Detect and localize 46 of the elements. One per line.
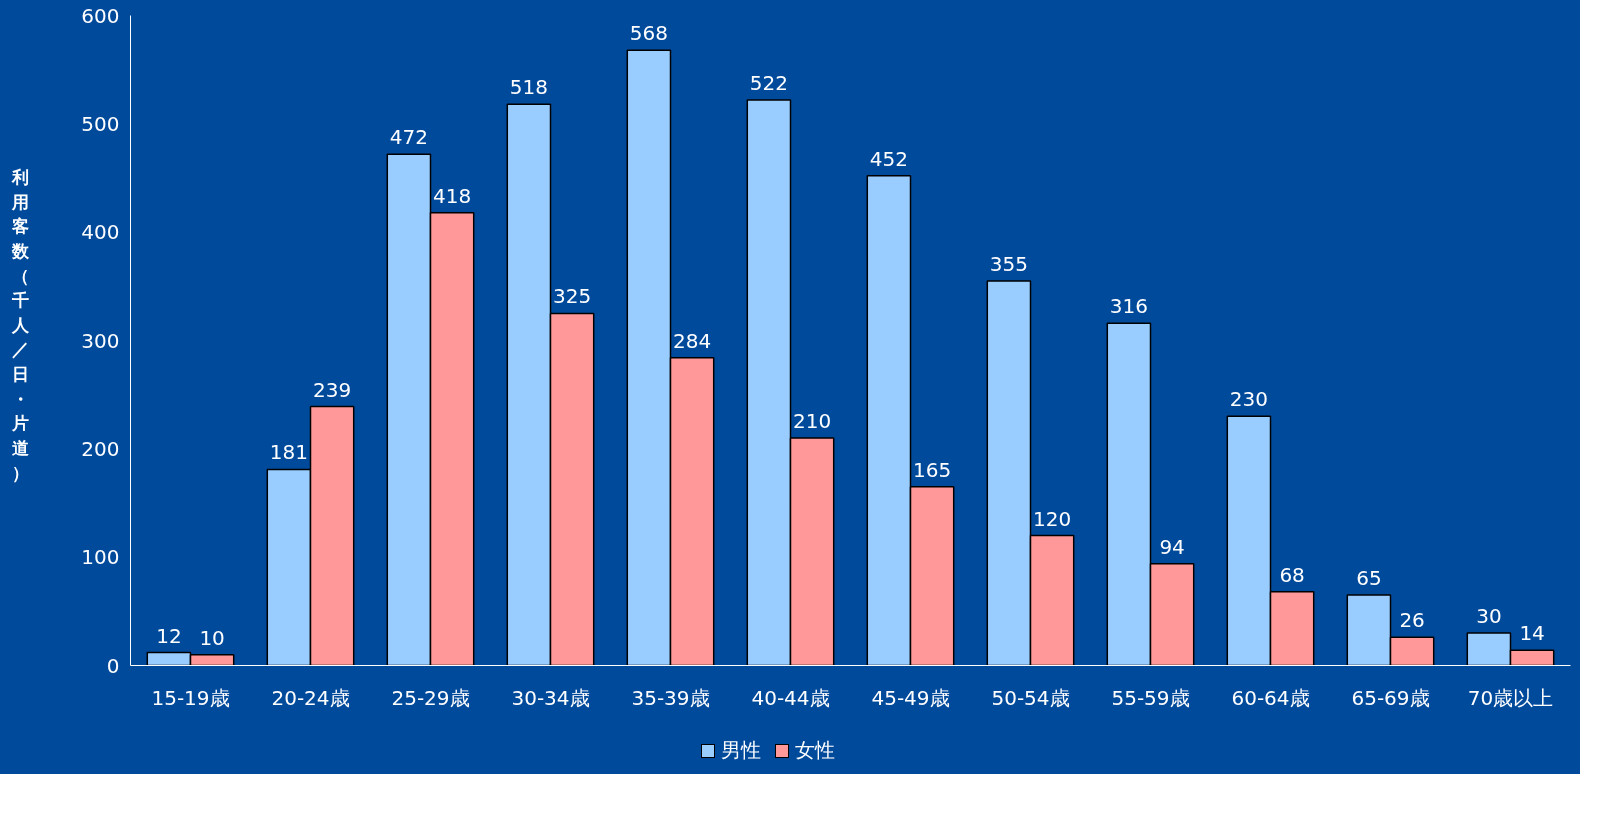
y-tick-label: 200 [81, 436, 120, 461]
data-label: 239 [313, 377, 352, 402]
legend-label: 女性 [795, 738, 835, 763]
data-label: 181 [269, 440, 308, 465]
data-label: 325 [553, 284, 592, 309]
legend-label: 男性 [721, 738, 761, 763]
data-label: 68 [1279, 562, 1305, 587]
data-label: 418 [433, 183, 472, 208]
x-tick-label: 15-19歳 [151, 685, 230, 710]
x-tick-label: 50-54歳 [991, 685, 1070, 710]
data-label: 284 [673, 328, 712, 353]
data-label: 518 [509, 75, 548, 100]
data-label: 355 [989, 251, 1028, 276]
x-tick-label: 45-49歳 [871, 685, 950, 710]
y-tick-label: 400 [81, 220, 120, 245]
y-tick-label: 100 [81, 545, 120, 570]
data-label: 65 [1356, 566, 1382, 591]
x-tick-label: 20-24歳 [271, 685, 350, 710]
y-tick-label: 0 [106, 653, 120, 678]
data-label: 316 [1109, 294, 1148, 319]
data-label: 568 [629, 21, 668, 46]
data-label: 26 [1399, 608, 1425, 633]
data-label: 472 [389, 125, 428, 150]
x-tick-label: 30-34歳 [511, 685, 590, 710]
x-tick-label: 60-64歳 [1231, 685, 1310, 710]
x-tick-label: 65-69歳 [1351, 685, 1430, 710]
data-label: 30 [1476, 604, 1502, 628]
data-label: 12 [156, 623, 182, 648]
data-label: 10 [199, 625, 225, 650]
data-label: 210 [793, 409, 832, 433]
data-label: 94 [1159, 534, 1185, 559]
data-label: 14 [1519, 621, 1545, 646]
data-label: 452 [869, 146, 908, 171]
y-tick-label: 600 [81, 3, 120, 28]
data-label: 522 [749, 71, 788, 95]
x-tick-label: 70歳以上 [1467, 685, 1554, 710]
data-label: 230 [1229, 387, 1268, 412]
x-tick-label: 40-44歳 [751, 685, 830, 710]
y-tick-label: 300 [81, 328, 120, 353]
text: 利用客数（千人／日・片道） [12, 167, 29, 483]
data-label: 165 [913, 457, 952, 482]
data-label: 120 [1033, 506, 1072, 531]
y-tick-label: 500 [81, 111, 120, 136]
x-tick-label: 35-39歳 [631, 685, 710, 710]
x-tick-label: 25-29歳 [391, 685, 470, 710]
x-tick-label: 55-59歳 [1111, 685, 1190, 710]
